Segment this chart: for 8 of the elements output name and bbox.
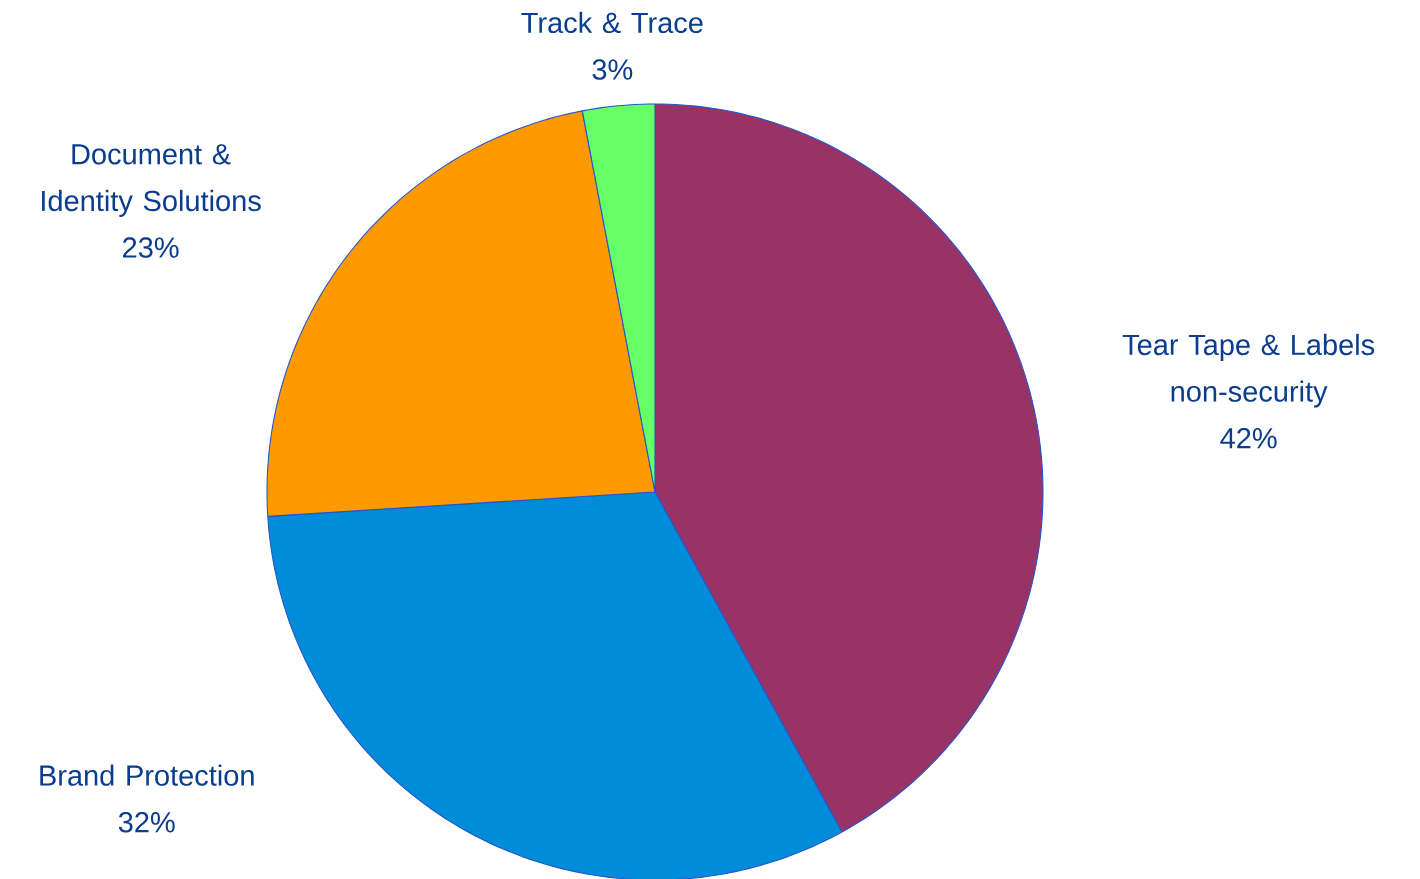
slice-label: Tear Tape & Labels non-security bbox=[1122, 333, 1375, 408]
slice-label: Brand Protection bbox=[40, 764, 254, 786]
data-label: 3% bbox=[592, 59, 633, 80]
data-label: 23% bbox=[123, 237, 179, 258]
slice-label: Document & Identity Solutions bbox=[42, 144, 261, 217]
data-label: 42% bbox=[1220, 427, 1277, 449]
data-label: 32% bbox=[118, 811, 175, 833]
slice-label: Track & Trace bbox=[521, 11, 703, 34]
